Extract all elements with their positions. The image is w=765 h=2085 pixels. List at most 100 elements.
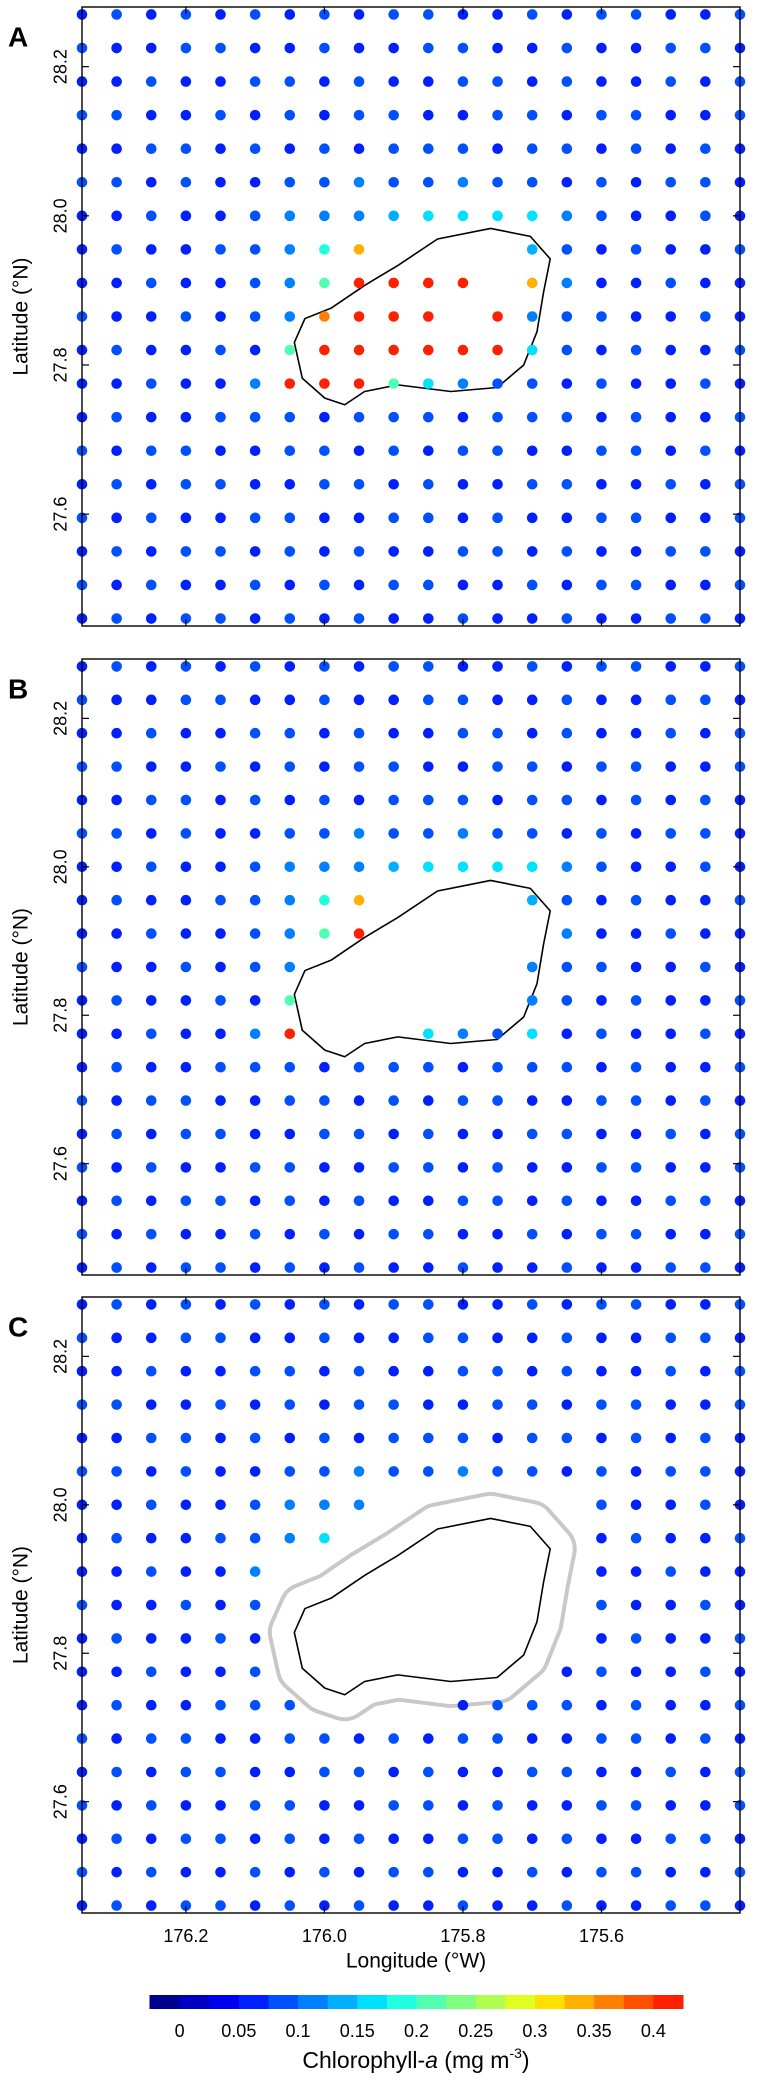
station-dot	[215, 143, 226, 154]
station-dot	[180, 861, 192, 873]
station-dot	[180, 1733, 192, 1744]
y-tick-label: 28.2	[51, 1339, 71, 1374]
station-dot	[630, 42, 642, 54]
station-dot	[423, 1766, 434, 1778]
station-dot	[353, 445, 365, 457]
station-dot	[145, 794, 157, 806]
station-dot	[145, 1733, 157, 1744]
station-dot	[630, 794, 642, 806]
station-dot	[596, 1195, 607, 1207]
station-dot	[665, 1699, 677, 1711]
station-dot	[145, 176, 157, 188]
station-dot	[630, 76, 642, 87]
station-dot	[111, 378, 122, 389]
station-dot	[215, 761, 226, 772]
station-dot	[319, 9, 330, 20]
station-dot	[388, 694, 399, 706]
station-dot	[284, 1900, 296, 1911]
station-dot	[180, 828, 192, 839]
station-dot	[665, 1162, 677, 1173]
station-dot	[215, 1566, 226, 1577]
station-dot	[526, 1866, 538, 1878]
station-dot	[700, 277, 711, 289]
station-dot	[457, 1365, 469, 1377]
station-dot	[284, 828, 296, 839]
station-dot	[423, 828, 434, 839]
station-dot	[145, 1466, 157, 1477]
station-dot	[215, 1599, 226, 1611]
station-dot	[492, 613, 503, 624]
y-tick-label: 27.8	[51, 347, 71, 382]
station-dot	[180, 176, 192, 188]
station-dot	[526, 894, 538, 906]
station-dot	[284, 143, 296, 154]
station-dot	[457, 479, 469, 490]
station-dot	[284, 1365, 296, 1377]
station-dot	[492, 1228, 503, 1240]
station-dot	[561, 1332, 573, 1344]
station-dot	[319, 1766, 330, 1778]
station-dot	[665, 445, 677, 457]
station-dot	[319, 1299, 330, 1310]
station-dot	[526, 1195, 538, 1207]
station-dot	[423, 1228, 434, 1240]
station-dot	[700, 1499, 711, 1511]
station-dot	[145, 1532, 157, 1544]
station-dot	[180, 794, 192, 806]
station-dot	[630, 1365, 642, 1377]
station-dot	[630, 378, 642, 389]
station-dot	[249, 995, 261, 1006]
station-dot	[111, 1900, 122, 1911]
station-dot	[111, 928, 122, 939]
y-tick-label: 27.6	[51, 497, 71, 532]
station-dot	[249, 1666, 261, 1678]
station-dot	[145, 1061, 157, 1073]
station-dot	[353, 378, 365, 389]
station-dot	[145, 1800, 157, 1811]
station-dot	[526, 1228, 538, 1240]
station-dot	[457, 1733, 469, 1744]
station-dot	[630, 479, 642, 490]
station-dot	[180, 1162, 192, 1173]
station-dot	[145, 961, 157, 973]
station-dot	[561, 1432, 573, 1444]
station-dot	[665, 1128, 677, 1140]
station-dot	[526, 244, 538, 255]
y-axis-title: Latitude (°N)	[10, 257, 33, 375]
station-dot	[457, 761, 469, 772]
station-dot	[665, 411, 677, 423]
station-dot	[215, 210, 226, 222]
station-dot	[596, 1365, 607, 1377]
station-dot	[457, 1766, 469, 1778]
station-dot	[596, 1095, 607, 1106]
station-dot	[596, 1432, 607, 1444]
station-dot	[180, 1399, 192, 1410]
station-dot	[423, 1028, 434, 1040]
station-dot	[561, 1228, 573, 1240]
station-dot	[215, 1399, 226, 1410]
station-dot	[111, 76, 122, 87]
station-dot	[700, 411, 711, 423]
y-tick-label: 27.6	[51, 1146, 71, 1181]
station-dot	[111, 661, 122, 672]
station-dot	[492, 76, 503, 87]
station-dot	[284, 1532, 296, 1544]
station-dot	[561, 546, 573, 557]
station-dot	[353, 579, 365, 591]
station-dot	[492, 512, 503, 524]
station-dot	[111, 579, 122, 591]
station-dot	[249, 479, 261, 490]
station-dot	[630, 1800, 642, 1811]
station-dot	[700, 9, 711, 20]
station-dot	[665, 1228, 677, 1240]
station-dot	[596, 1866, 607, 1878]
station-dot	[561, 1095, 573, 1106]
station-dot	[319, 277, 330, 289]
station-dot	[353, 794, 365, 806]
station-dot	[249, 1633, 261, 1644]
station-dot	[630, 1599, 642, 1611]
buffer-inner	[294, 1518, 550, 1694]
station-dot	[353, 1466, 365, 1477]
station-dot	[492, 9, 503, 20]
